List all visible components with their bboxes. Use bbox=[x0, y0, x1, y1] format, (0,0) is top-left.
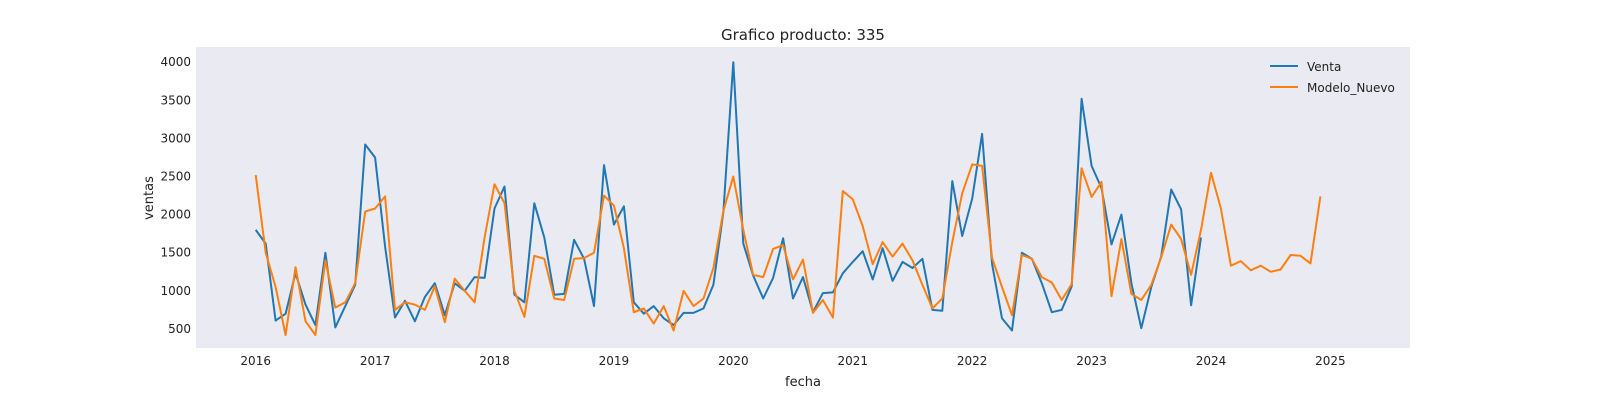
x-tick-label: 2023 bbox=[1076, 354, 1107, 368]
series-line-1 bbox=[254, 61, 1202, 332]
y-axis: 500 1000 1500 2000 2500 3000 3500 4000 bbox=[160, 55, 191, 336]
x-tick-label: 2020 bbox=[718, 354, 749, 368]
x-tick-label: 2017 bbox=[360, 354, 391, 368]
y-tick-label: 500 bbox=[168, 322, 191, 336]
y-tick-label: 3500 bbox=[160, 93, 191, 107]
x-tick-label: 2021 bbox=[837, 354, 868, 368]
series-lines bbox=[254, 61, 1322, 336]
legend-label: Venta bbox=[1307, 60, 1341, 74]
y-axis-label: ventas bbox=[142, 176, 157, 220]
x-tick-label: 2018 bbox=[479, 354, 510, 368]
plot-area bbox=[196, 47, 1410, 348]
y-tick-label: 3000 bbox=[160, 131, 191, 145]
y-tick-label: 1000 bbox=[160, 284, 191, 298]
y-tick-label: 1500 bbox=[160, 246, 191, 260]
x-axis-label: fecha bbox=[785, 375, 821, 390]
y-tick-label: 2500 bbox=[160, 170, 191, 184]
y-tick-label: 2000 bbox=[160, 208, 191, 222]
legend: Venta Modelo_Nuevo bbox=[1270, 60, 1395, 95]
y-tick-label: 4000 bbox=[160, 55, 191, 69]
x-tick-label: 2019 bbox=[599, 354, 630, 368]
chart-title: Grafico producto: 335 bbox=[721, 26, 885, 44]
x-axis: 2016 2017 2018 2019 2020 2021 2022 2023 2024 2025 bbox=[240, 354, 1345, 368]
series-line-2 bbox=[254, 163, 1322, 336]
x-tick-label: 2016 bbox=[240, 354, 271, 368]
x-tick-label: 2024 bbox=[1196, 354, 1227, 368]
legend-label: Modelo_Nuevo bbox=[1307, 81, 1395, 95]
x-tick-label: 2022 bbox=[957, 354, 988, 368]
x-tick-label: 2025 bbox=[1315, 354, 1346, 368]
